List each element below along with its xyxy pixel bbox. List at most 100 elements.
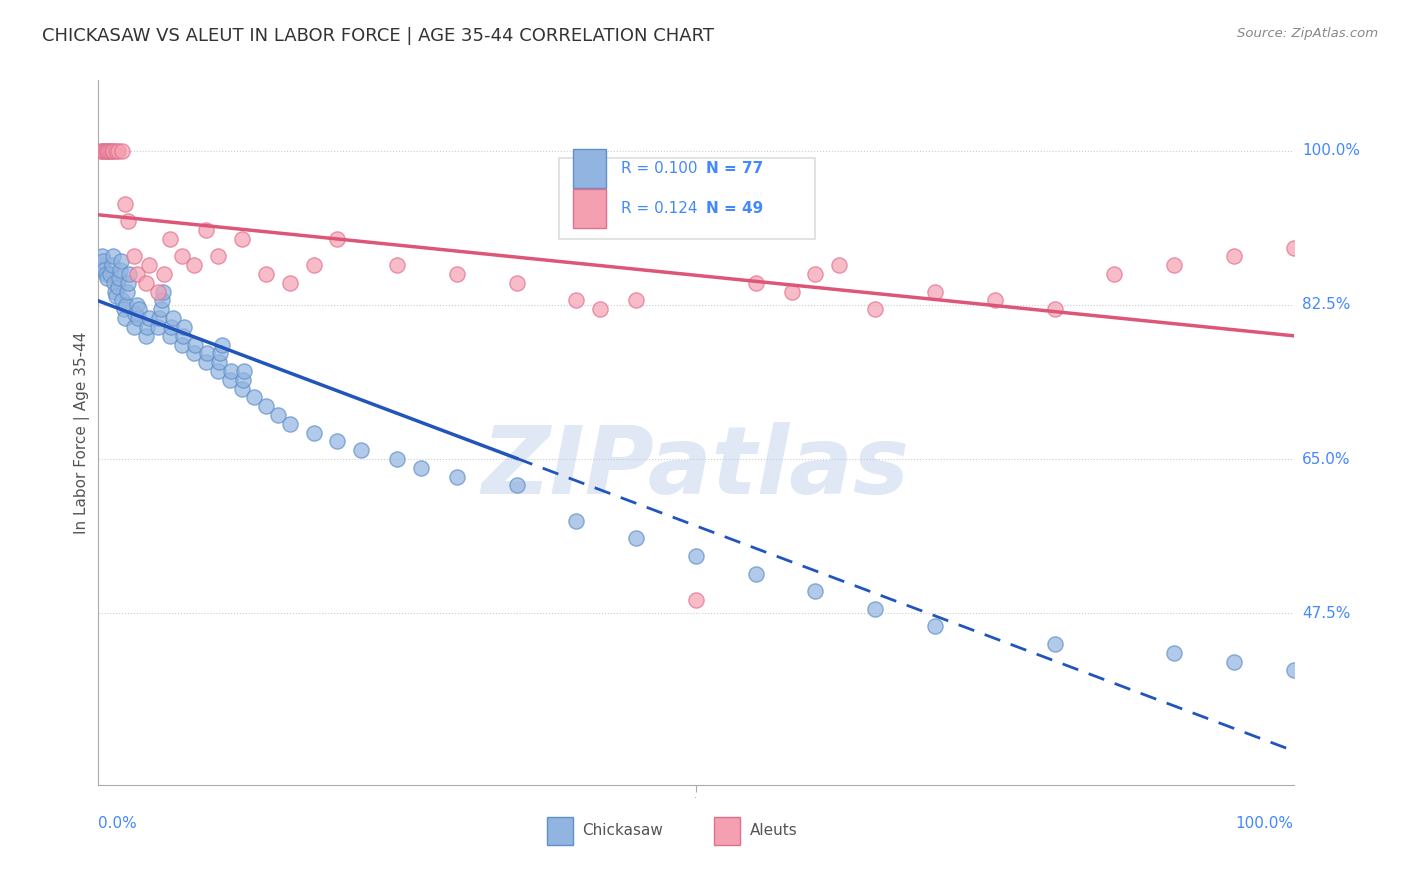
Point xyxy=(209,346,232,360)
Point xyxy=(104,285,127,299)
Text: R = 0.124: R = 0.124 xyxy=(620,202,697,216)
Point xyxy=(207,249,229,264)
Point xyxy=(97,144,120,158)
Point xyxy=(195,223,218,237)
Point xyxy=(148,311,170,326)
Text: R = 0.100: R = 0.100 xyxy=(620,161,697,176)
Point xyxy=(96,271,118,285)
Point xyxy=(865,601,887,615)
Point xyxy=(804,267,827,281)
Point xyxy=(112,302,135,317)
Point xyxy=(1223,249,1246,264)
Point xyxy=(1104,267,1126,281)
Point xyxy=(93,262,115,277)
Point xyxy=(125,298,148,312)
Point xyxy=(118,267,141,281)
Point xyxy=(1223,655,1246,669)
Point xyxy=(124,249,146,264)
Bar xyxy=(572,149,606,187)
Point xyxy=(302,425,325,440)
Point xyxy=(924,285,946,299)
Point xyxy=(804,584,827,599)
Point xyxy=(1282,241,1305,255)
Point xyxy=(127,311,149,326)
Text: 65.0%: 65.0% xyxy=(1302,451,1350,467)
Point xyxy=(385,452,409,467)
Point xyxy=(865,302,887,317)
Point xyxy=(506,276,529,290)
Y-axis label: In Labor Force | Age 35-44: In Labor Force | Age 35-44 xyxy=(75,332,90,533)
Point xyxy=(114,311,136,326)
Point xyxy=(149,302,172,317)
Point xyxy=(232,373,254,387)
Point xyxy=(326,232,349,246)
Point xyxy=(90,258,112,272)
Bar xyxy=(714,817,740,845)
Point xyxy=(100,258,122,272)
Text: Chickasaw: Chickasaw xyxy=(582,823,664,838)
Point xyxy=(111,293,134,308)
Point xyxy=(96,144,118,158)
Point xyxy=(153,267,176,281)
Point xyxy=(162,311,184,326)
Point xyxy=(254,399,277,413)
Point xyxy=(107,271,129,285)
Point xyxy=(207,364,229,378)
Point xyxy=(626,293,648,308)
Point xyxy=(94,144,117,158)
Point xyxy=(984,293,1007,308)
Point xyxy=(117,214,139,228)
Point xyxy=(278,276,301,290)
Point xyxy=(780,285,803,299)
Point xyxy=(105,144,128,158)
Point xyxy=(745,276,768,290)
Point xyxy=(135,328,157,343)
Point xyxy=(685,549,707,563)
Point xyxy=(183,258,205,272)
Text: 100.0%: 100.0% xyxy=(1302,144,1360,158)
Point xyxy=(115,298,138,312)
Point xyxy=(148,319,170,334)
Point xyxy=(105,289,128,303)
Point xyxy=(93,144,115,158)
Point xyxy=(243,391,266,405)
Point xyxy=(107,144,129,158)
Bar xyxy=(558,158,815,239)
Point xyxy=(98,144,122,158)
Point xyxy=(150,293,173,308)
Bar xyxy=(572,189,606,228)
Point xyxy=(107,280,129,294)
Point xyxy=(124,319,146,334)
Point xyxy=(108,262,131,277)
Point xyxy=(114,196,136,211)
Point xyxy=(90,144,112,158)
Point xyxy=(231,232,253,246)
Point xyxy=(195,346,218,360)
Text: CHICKASAW VS ALEUT IN LABOR FORCE | AGE 35-44 CORRELATION CHART: CHICKASAW VS ALEUT IN LABOR FORCE | AGE … xyxy=(42,27,714,45)
Point xyxy=(1282,664,1305,678)
Point xyxy=(254,267,277,281)
Point xyxy=(124,307,146,321)
Point xyxy=(173,319,195,334)
Point xyxy=(159,232,181,246)
Text: 0.0%: 0.0% xyxy=(98,815,138,830)
Point xyxy=(208,355,231,369)
Point xyxy=(94,267,117,281)
Point xyxy=(924,619,946,633)
Point xyxy=(91,144,114,158)
Point xyxy=(98,267,122,281)
Point xyxy=(626,531,648,545)
Point xyxy=(172,249,194,264)
Point xyxy=(233,364,256,378)
Point xyxy=(136,319,159,334)
Point xyxy=(211,337,233,351)
Point xyxy=(302,258,325,272)
Text: Aleuts: Aleuts xyxy=(749,823,797,838)
Point xyxy=(350,443,373,458)
Text: ZIPatlas: ZIPatlas xyxy=(482,422,910,514)
Point xyxy=(219,364,242,378)
Point xyxy=(828,258,851,272)
Point xyxy=(745,566,768,581)
Point xyxy=(111,144,134,158)
Text: Source: ZipAtlas.com: Source: ZipAtlas.com xyxy=(1237,27,1378,40)
